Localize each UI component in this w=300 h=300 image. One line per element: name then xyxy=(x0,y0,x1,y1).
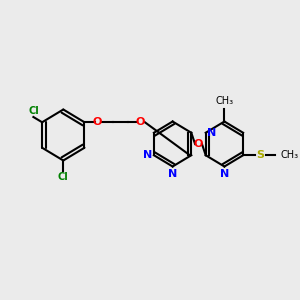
Text: N: N xyxy=(143,150,152,160)
Text: S: S xyxy=(256,150,264,160)
Text: O: O xyxy=(194,139,203,149)
Text: O: O xyxy=(93,117,102,127)
Text: O: O xyxy=(136,117,145,127)
Text: CH₃: CH₃ xyxy=(215,96,233,106)
Text: N: N xyxy=(207,128,216,138)
Text: CH₃: CH₃ xyxy=(280,150,298,160)
Text: N: N xyxy=(220,169,229,179)
Text: Cl: Cl xyxy=(58,172,69,182)
Text: N: N xyxy=(168,169,177,179)
Text: Cl: Cl xyxy=(28,106,39,116)
